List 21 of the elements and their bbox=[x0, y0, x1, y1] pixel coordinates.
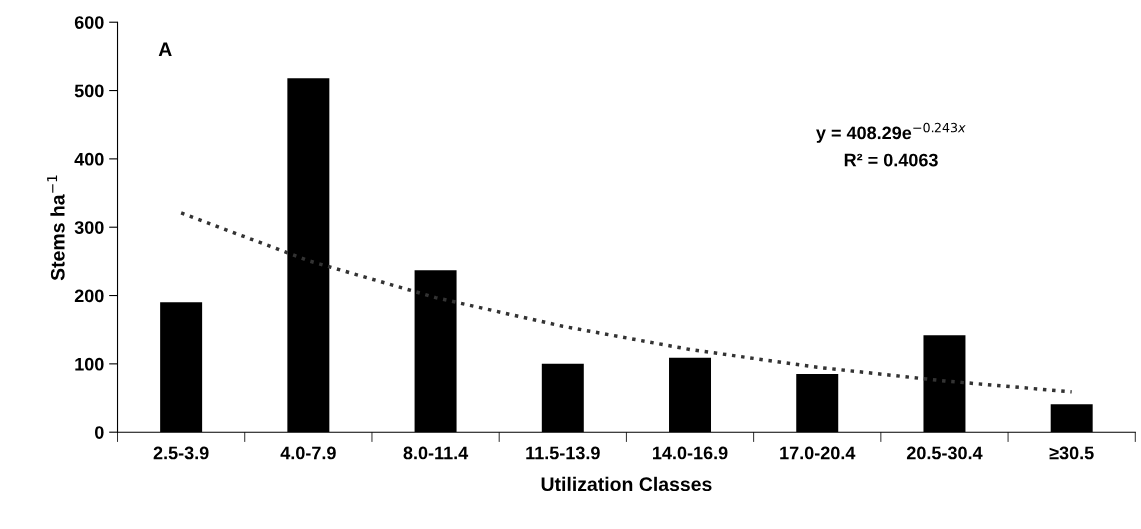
x-axis-title: Utilization Classes bbox=[541, 476, 712, 492]
x-tick-label: ≥30.5 bbox=[1049, 446, 1094, 460]
y-tick-label: 600 bbox=[74, 16, 104, 29]
annotation: y = 408.29e$^{−0.243x}$ bbox=[816, 122, 966, 143]
annotation: A bbox=[158, 42, 172, 56]
x-tick-label: 14.0-16.9 bbox=[653, 446, 728, 460]
x-tick-label: 8.0-11.4 bbox=[403, 446, 469, 460]
y-tick-label: 300 bbox=[74, 221, 104, 234]
x-tick-label: 17.0-20.4 bbox=[780, 446, 856, 460]
x-tick-label: 4.0-7.9 bbox=[280, 446, 336, 460]
y-tick-label: 200 bbox=[74, 289, 104, 303]
x-tick-label: 2.5-3.9 bbox=[153, 446, 209, 460]
x-tick-label: 20.5-30.4 bbox=[906, 446, 983, 460]
y-tick-label: 400 bbox=[74, 152, 104, 166]
line-series bbox=[179, 211, 1074, 394]
y-axis-title: Stems ha$^{−1}$ bbox=[47, 175, 65, 281]
y-tick-label: 0 bbox=[95, 426, 104, 439]
x-tick-label: 11.5-13.9 bbox=[526, 446, 600, 460]
y-tick-label: 500 bbox=[74, 84, 104, 98]
y-tick-label: 100 bbox=[75, 357, 104, 371]
annotation: R² = 0.4063 bbox=[844, 153, 938, 167]
